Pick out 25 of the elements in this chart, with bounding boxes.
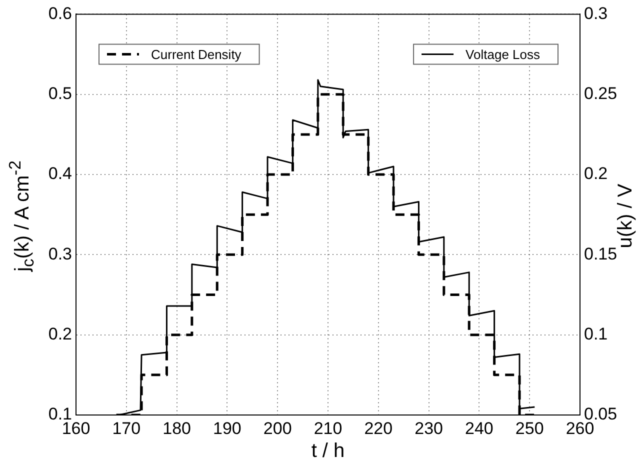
y2-tick-label: 0.15 bbox=[584, 244, 618, 264]
y2-tick-label: 0.25 bbox=[584, 84, 618, 104]
x-tick-label: 170 bbox=[112, 418, 141, 438]
y-tick-label: 0.6 bbox=[48, 4, 72, 23]
x-tick-label: 240 bbox=[465, 418, 494, 438]
x-tick-label: 230 bbox=[414, 418, 443, 438]
x-tick-label: 220 bbox=[364, 418, 393, 438]
x-tick-label: 210 bbox=[314, 418, 342, 438]
x-tick-label: 200 bbox=[263, 418, 292, 438]
legend-label: Current Density bbox=[151, 46, 242, 62]
y2-tick-label: 0.3 bbox=[584, 4, 608, 23]
y-tick-label: 0.2 bbox=[48, 324, 72, 344]
y-tick-label: 0.4 bbox=[48, 164, 72, 184]
x-axis-title: t / h bbox=[311, 440, 345, 463]
y2-tick-label: 0.2 bbox=[584, 164, 608, 184]
y2-tick-label: 0.1 bbox=[584, 324, 608, 344]
x-tick-label: 190 bbox=[213, 418, 242, 438]
x-tick-label: 250 bbox=[515, 418, 544, 438]
x-tick-label: 260 bbox=[566, 418, 594, 438]
x-tick-label: 160 bbox=[62, 418, 90, 438]
y-tick-label: 0.5 bbox=[48, 84, 72, 104]
y2-axis-title: u(k) / V bbox=[614, 184, 638, 248]
legend-label: Voltage Loss bbox=[466, 46, 540, 62]
x-tick-label: 180 bbox=[162, 418, 191, 438]
y-tick-label: 0.3 bbox=[48, 244, 72, 264]
